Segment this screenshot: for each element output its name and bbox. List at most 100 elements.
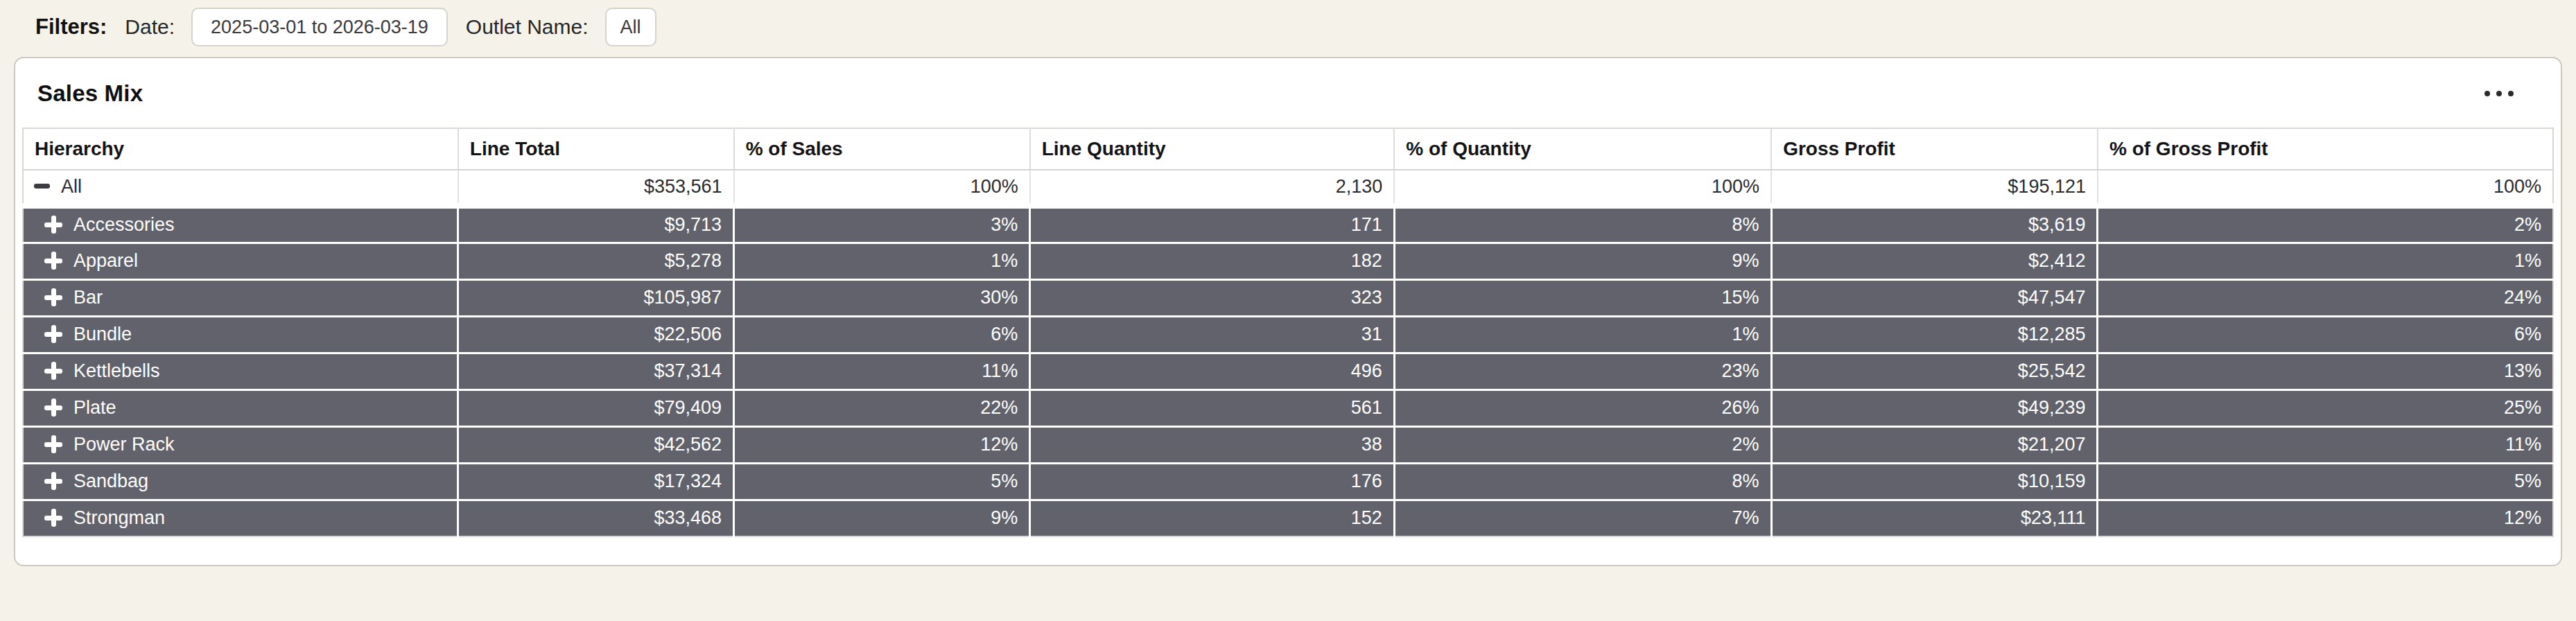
hierarchy-cell: All bbox=[23, 170, 458, 206]
card-title: Sales Mix bbox=[37, 80, 143, 107]
value-cell: 496 bbox=[1030, 353, 1395, 390]
table-row-sandbag: Sandbag$17,3245%1768%$10,1595% bbox=[23, 463, 2553, 500]
ellipsis-icon bbox=[2484, 91, 2490, 96]
sales-mix-table: HierarchyLine Total% of SalesLine Quanti… bbox=[22, 128, 2554, 537]
table-row-strongman: Strongman$33,4689%1527%$23,11112% bbox=[23, 500, 2553, 536]
expand-icon[interactable] bbox=[44, 509, 62, 527]
table-row-bar: Bar$105,98730%32315%$47,54724% bbox=[23, 279, 2553, 316]
row-label: Sandbag bbox=[73, 471, 148, 491]
expand-icon[interactable] bbox=[44, 252, 62, 270]
value-cell: 12% bbox=[734, 426, 1030, 463]
expand-icon[interactable] bbox=[44, 399, 62, 417]
column-header-of-quantity[interactable]: % of Quantity bbox=[1394, 128, 1771, 170]
row-label: All bbox=[61, 176, 82, 197]
value-cell: $21,207 bbox=[1771, 426, 2098, 463]
value-cell: 8% bbox=[1394, 463, 1771, 500]
value-cell: 2% bbox=[1394, 426, 1771, 463]
value-cell: $42,562 bbox=[458, 426, 734, 463]
column-header-of-sales[interactable]: % of Sales bbox=[734, 128, 1030, 170]
row-label: Bar bbox=[73, 287, 103, 308]
value-cell: 38 bbox=[1030, 426, 1395, 463]
ellipsis-icon bbox=[2496, 91, 2502, 96]
table-row-bundle: Bundle$22,5066%311%$12,2856% bbox=[23, 316, 2553, 353]
table-row-plate: Plate$79,40922%56126%$49,23925% bbox=[23, 390, 2553, 426]
expand-icon[interactable] bbox=[44, 362, 62, 380]
column-header-of-gross-profit[interactable]: % of Gross Profit bbox=[2098, 128, 2553, 170]
date-range-input[interactable]: 2025-03-01 to 2026-03-19 bbox=[191, 8, 448, 46]
value-cell: $23,111 bbox=[1771, 500, 2098, 536]
row-label: Accessories bbox=[73, 214, 175, 235]
value-cell: 6% bbox=[734, 316, 1030, 353]
value-cell: 100% bbox=[2098, 170, 2553, 206]
collapse-icon[interactable] bbox=[34, 184, 50, 189]
value-cell: 6% bbox=[2098, 316, 2553, 353]
row-label: Bundle bbox=[73, 324, 132, 344]
value-cell: 8% bbox=[1394, 206, 1771, 243]
value-cell: 7% bbox=[1394, 500, 1771, 536]
expand-icon[interactable] bbox=[44, 325, 62, 343]
table-row-power-rack: Power Rack $42,56212%382%$21,20711% bbox=[23, 426, 2553, 463]
value-cell: 176 bbox=[1030, 463, 1395, 500]
column-header-gross-profit[interactable]: Gross Profit bbox=[1771, 128, 2098, 170]
value-cell: 1% bbox=[1394, 316, 1771, 353]
outlet-name-input[interactable]: All bbox=[605, 8, 656, 46]
expand-icon[interactable] bbox=[44, 288, 62, 306]
value-cell: 561 bbox=[1030, 390, 1395, 426]
value-cell: $3,619 bbox=[1771, 206, 2098, 243]
value-cell: 100% bbox=[1394, 170, 1771, 206]
value-cell: 323 bbox=[1030, 279, 1395, 316]
row-label: Power Rack bbox=[73, 434, 175, 455]
filters-bar: Filters: Date: 2025-03-01 to 2026-03-19 … bbox=[0, 0, 2576, 54]
value-cell: 1% bbox=[734, 243, 1030, 279]
expand-icon[interactable] bbox=[44, 435, 62, 453]
value-cell: $5,278 bbox=[458, 243, 734, 279]
table-row-all: All$353,561100%2,130100%$195,121100% bbox=[23, 170, 2553, 206]
value-cell: 3% bbox=[734, 206, 1030, 243]
value-cell: 26% bbox=[1394, 390, 1771, 426]
table-row-kettlebells: Kettlebells$37,31411%49623%$25,54213% bbox=[23, 353, 2553, 390]
value-cell: 22% bbox=[734, 390, 1030, 426]
value-cell: $37,314 bbox=[458, 353, 734, 390]
value-cell: 2% bbox=[2098, 206, 2553, 243]
value-cell: 24% bbox=[2098, 279, 2553, 316]
value-cell: 182 bbox=[1030, 243, 1395, 279]
expand-icon[interactable] bbox=[44, 216, 62, 234]
value-cell: $33,468 bbox=[458, 500, 734, 536]
value-cell: 152 bbox=[1030, 500, 1395, 536]
value-cell: 171 bbox=[1030, 206, 1395, 243]
value-cell: 31 bbox=[1030, 316, 1395, 353]
row-label: Apparel bbox=[73, 250, 138, 271]
value-cell: 1% bbox=[2098, 243, 2553, 279]
table-row-accessories: Accessories$9,7133%1718%$3,6192% bbox=[23, 206, 2553, 243]
value-cell: 25% bbox=[2098, 390, 2553, 426]
hierarchy-cell: Apparel bbox=[23, 243, 458, 279]
value-cell: $49,239 bbox=[1771, 390, 2098, 426]
value-cell: $12,285 bbox=[1771, 316, 2098, 353]
value-cell: 30% bbox=[734, 279, 1030, 316]
column-header-hierarchy[interactable]: Hierarchy bbox=[23, 128, 458, 170]
value-cell: $25,542 bbox=[1771, 353, 2098, 390]
hierarchy-cell: Kettlebells bbox=[23, 353, 458, 390]
value-cell: 2,130 bbox=[1030, 170, 1395, 206]
hierarchy-cell: Accessories bbox=[23, 206, 458, 243]
value-cell: 12% bbox=[2098, 500, 2553, 536]
value-cell: 9% bbox=[734, 500, 1030, 536]
value-cell: $22,506 bbox=[458, 316, 734, 353]
value-cell: 100% bbox=[734, 170, 1030, 206]
value-cell: $79,409 bbox=[458, 390, 734, 426]
value-cell: 5% bbox=[734, 463, 1030, 500]
filters-title: Filters: bbox=[35, 15, 107, 40]
date-filter-label: Date: bbox=[125, 15, 175, 39]
value-cell: $47,547 bbox=[1771, 279, 2098, 316]
value-cell: 23% bbox=[1394, 353, 1771, 390]
hierarchy-cell: Sandbag bbox=[23, 463, 458, 500]
column-header-line-total[interactable]: Line Total bbox=[458, 128, 734, 170]
value-cell: 13% bbox=[2098, 353, 2553, 390]
value-cell: 11% bbox=[2098, 426, 2553, 463]
value-cell: 11% bbox=[734, 353, 1030, 390]
ellipsis-menu-button[interactable] bbox=[2476, 82, 2522, 105]
column-header-line-quantity[interactable]: Line Quantity bbox=[1030, 128, 1395, 170]
expand-icon[interactable] bbox=[44, 472, 62, 490]
value-cell: $195,121 bbox=[1771, 170, 2098, 206]
value-cell: $353,561 bbox=[458, 170, 734, 206]
